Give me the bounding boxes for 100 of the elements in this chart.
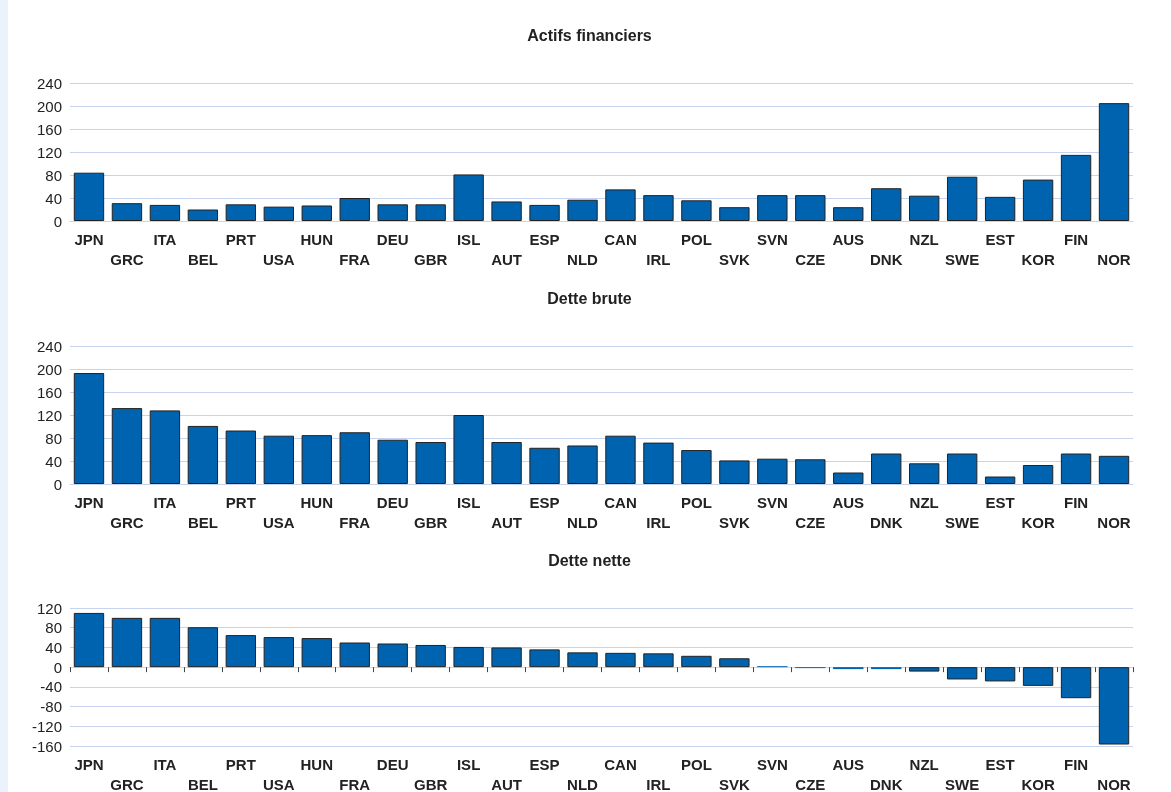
x-tick-label: FIN (1063, 755, 1089, 773)
x-tick-label: PRT (225, 493, 256, 511)
x-tick-label: SWE (945, 513, 980, 531)
x-tick-label: AUT (491, 775, 522, 792)
bar (491, 442, 522, 484)
bar (681, 655, 712, 668)
bar (984, 196, 1016, 221)
x-tick-label: SVK (718, 775, 750, 792)
y-tick-label: 80 (45, 429, 62, 447)
y-tick-label: 40 (45, 638, 62, 656)
x-tick-label: HUN (300, 755, 334, 773)
bar (73, 172, 105, 221)
bar (453, 415, 484, 484)
bar (377, 643, 408, 668)
chart-title: Dette brute (547, 289, 632, 307)
x-tick-label: AUS (832, 755, 865, 773)
y-tick-label: 0 (53, 212, 62, 230)
x-tick-label: ESP (529, 755, 560, 773)
x-tick-label: ESP (529, 230, 560, 248)
bar (111, 203, 143, 221)
x-tick-label: KOR (1021, 250, 1055, 268)
x-tick-label: EST (985, 755, 1015, 773)
x-tick-label: BEL (187, 250, 218, 268)
x-tick-label: EST (985, 493, 1015, 511)
bar (73, 373, 105, 484)
x-tick-label: CZE (795, 250, 826, 268)
x-tick-label: POL (680, 230, 712, 248)
bar (149, 204, 181, 221)
bar (871, 453, 902, 484)
x-tick-label: ITA (153, 230, 177, 248)
bar (681, 450, 712, 484)
chart-title: Actifs financiers (527, 26, 652, 44)
y-tick-label: 200 (36, 360, 62, 378)
x-tick-label: USA (262, 250, 295, 268)
bar (605, 435, 636, 484)
x-tick-label: ITA (153, 493, 177, 511)
bar (453, 174, 484, 221)
x-tick-label: FRA (339, 775, 371, 792)
x-tick-label: ISL (456, 493, 481, 511)
bar (339, 432, 370, 484)
x-tick-label: GBR (413, 250, 448, 268)
x-tick-label: SVN (756, 755, 788, 773)
bar (719, 460, 750, 484)
x-tick-label: DNK (869, 513, 903, 531)
bar (225, 430, 257, 484)
bar (187, 209, 219, 221)
y-tick-label: 0 (53, 658, 62, 676)
x-tick-label: FRA (339, 250, 371, 268)
bar (833, 472, 864, 484)
bar (263, 206, 294, 221)
x-tick-label: CAN (604, 230, 637, 248)
x-tick-label: JPN (74, 230, 104, 248)
y-tick-label: 0 (53, 475, 62, 493)
bar (149, 410, 181, 484)
x-tick-label: DNK (869, 775, 903, 792)
bar (1060, 453, 1092, 484)
bar (681, 200, 712, 221)
bar (1022, 667, 1054, 686)
x-tick-label: EST (985, 230, 1015, 248)
bar (1098, 455, 1130, 484)
bar (757, 458, 788, 484)
bar (1022, 179, 1054, 221)
x-tick-label: GRC (110, 775, 144, 792)
bar (301, 205, 332, 221)
bar (909, 463, 940, 484)
bar (871, 188, 902, 221)
bar (984, 476, 1016, 484)
x-tick-label: DNK (869, 250, 903, 268)
bar (643, 653, 674, 668)
y-tick-label: 240 (36, 74, 62, 92)
bar (111, 408, 143, 484)
x-tick-label: CAN (604, 755, 637, 773)
x-tick-label: NZL (909, 230, 939, 248)
bar (415, 204, 446, 221)
x-tick-label: ISL (456, 230, 481, 248)
x-tick-label: NLD (567, 513, 599, 531)
x-tick-label: SWE (945, 250, 980, 268)
bar (567, 652, 598, 668)
x-tick-label: HUN (300, 230, 334, 248)
y-tick-label: 120 (36, 599, 62, 617)
x-tick-label: NOR (1097, 513, 1131, 531)
x-tick-label: DEU (376, 230, 409, 248)
y-tick-label: 40 (45, 189, 62, 207)
x-tick-label: GBR (413, 775, 448, 792)
bar (491, 201, 522, 221)
bar (529, 649, 560, 668)
bar (757, 195, 788, 221)
x-tick-label: BEL (187, 513, 218, 531)
x-tick-label: FRA (339, 513, 371, 531)
bar (946, 453, 978, 484)
bar (909, 195, 940, 221)
x-tick-label: DEU (376, 493, 409, 511)
x-tick-label: IRL (646, 513, 671, 531)
x-tick-label: HUN (300, 493, 334, 511)
x-tick-label: PRT (225, 755, 256, 773)
bar (225, 635, 257, 668)
y-tick-label: 240 (36, 337, 62, 355)
x-tick-label: AUT (491, 513, 522, 531)
y-tick-label: -160 (31, 737, 62, 755)
x-tick-label: GRC (110, 513, 144, 531)
